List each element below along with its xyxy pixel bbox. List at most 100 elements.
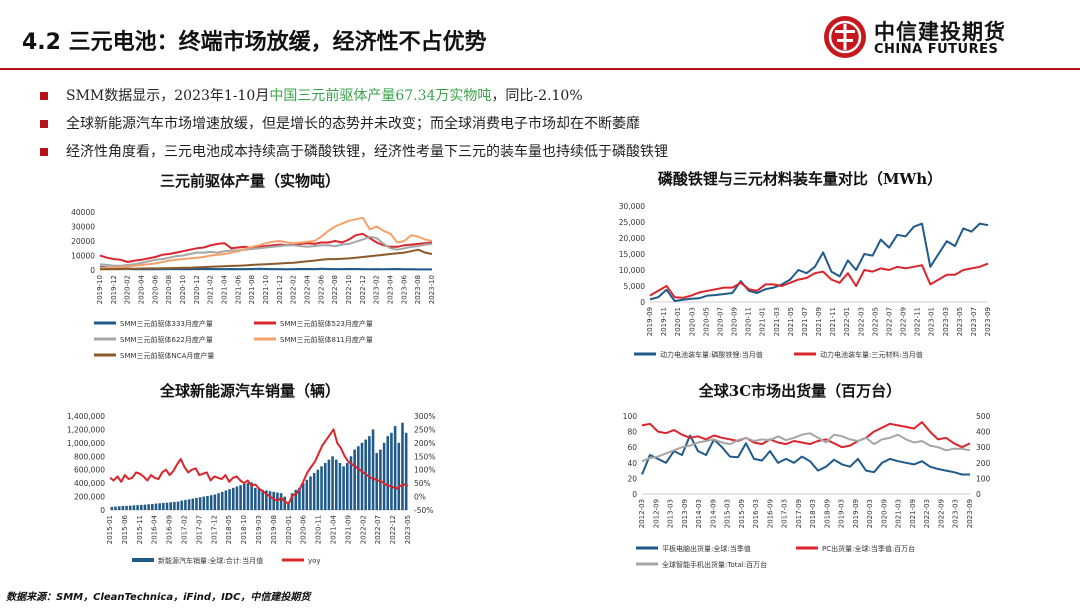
y2-tick-label: 150% [414,452,435,461]
x-tick-label: 2022-02 [359,515,367,544]
bar-mark [110,506,114,510]
bullet-list: SMM数据显示，2023年1-10月中国三元前驱体产量67.34万实物吨，同比-… [38,82,668,166]
x-tick-label: 2019-12 [110,275,118,304]
bar-mark [261,489,264,510]
x-tick-label: 2022-12 [389,515,397,544]
bar-mark [231,487,235,510]
bar-mark [147,504,150,510]
x-tick-label: 2021-04 [330,514,338,544]
x-tick-label: 2016-09 [166,515,174,544]
x-tick-label: 2023-02 [373,275,381,304]
bar-mark [187,499,191,510]
bar-mark [353,449,356,510]
y-tick-label: 400,000 [74,479,105,488]
x-tick-label: 2020-01 [285,515,293,544]
y-tick-label: 10,000 [619,266,645,275]
bar-mark [309,476,312,510]
series-line [99,235,433,267]
x-tick-label: 2019-11 [660,307,668,336]
x-tick-label: 2013-03 [667,499,675,528]
x-tick-label: 2021-09 [815,307,823,336]
x-tick-label: 2018-09 [823,499,831,528]
y-tick-label: 800,000 [74,452,105,461]
bar-mark [143,504,147,510]
x-tick-label: 2016-04 [151,514,159,544]
x-tick-label: 2020-03 [688,307,696,336]
chart-title: 磷酸铁锂与三元材料装车量对比（MWh） [658,170,942,188]
bar-mark [283,496,287,510]
bar-mark [305,479,309,510]
x-tick-label: 2022-02 [290,275,298,304]
x-tick-label: 2019-03 [838,499,846,528]
legend-label: PC出货量:全球:当季值:百万台 [822,544,915,553]
bar-mark [151,503,154,510]
bar-mark [379,449,382,510]
x-tick-label: 2023-04 [387,274,395,304]
y-tick-label: 60 [627,443,637,452]
y-tick-label: 0 [640,298,645,307]
x-tick-label: 2022-08 [331,275,339,304]
x-tick-label: 2023-05 [956,307,964,336]
bullet-highlight: 中国三元前驱体产量67.34万实物吨 [269,88,492,104]
x-tick-label: 2019-03 [255,515,263,544]
x-tick-label: 2020-04 [138,274,146,304]
bar-mark [121,505,125,510]
x-tick-label: 2015-03 [724,499,732,528]
y-tick-label: 5,000 [624,282,646,291]
x-tick-label: 2020-09 [880,499,888,528]
y-tick-label: 40 [627,459,637,468]
x-tick-label: 2015-01 [106,515,114,544]
x-tick-label: 2020-12 [193,275,201,304]
x-tick-label: 2021-03 [773,307,781,336]
bar-mark [301,483,305,510]
x-tick-label: 2023-03 [942,307,950,336]
bar-mark [202,496,206,510]
legend-label: 新能源汽车销量:全球:合计:当月值 [158,556,263,565]
bullet-text-end: ，同比-2.10% [491,88,583,104]
series-line [641,421,971,449]
x-tick-label: 2022-01 [843,307,851,336]
bar-mark [368,436,371,510]
x-tick-label: 2022-03 [923,499,931,528]
bar-mark [184,499,187,510]
company-logo: 中信建投期货 CHINA FUTURES [822,14,1062,62]
x-tick-label: 2020-05 [702,307,710,336]
bar-mark [323,463,327,510]
x-tick-label: 2017-12 [210,515,218,544]
bar-mark [393,426,397,510]
bar-mark [346,463,349,510]
bar-mark [342,466,345,510]
y2-tick-label: 100% [414,466,435,475]
bar-mark [209,495,213,510]
chart-title: 全球3C市场出货量（百万台） [698,382,901,400]
x-tick-label: 2019-09 [852,499,860,528]
y2-tick-label: 250% [414,425,435,434]
bar-mark [239,485,242,510]
y2-tick-label: 50% [414,479,431,488]
bar-mark [162,502,165,510]
y2-tick-label: 200% [414,439,435,448]
series-line [641,434,970,476]
y2-tick-label: 100 [976,474,991,483]
bar-mark [213,494,217,510]
bar-mark [250,482,253,510]
legend-label: 平板电脑出货量:全球:当季值 [662,544,751,553]
x-tick-label: 2021-09 [909,499,917,528]
y-tick-label: 40000 [71,208,95,217]
series-line [99,216,433,269]
bar-mark [386,436,390,510]
bar-mark [334,459,338,510]
x-tick-label: 2022-11 [914,307,922,336]
bar-mark [128,505,132,510]
x-tick-label: 2020-06 [151,274,159,304]
bullet-text: 经济性角度看，三元电池成本持续高于磷酸铁锂，经济性考量下三元的装车量也持续低于磷… [66,144,668,160]
legend-label: SMM三元前驱体NCA月度产量 [120,351,214,360]
x-tick-label: 2021-07 [801,307,809,336]
y-tick-label: 1,200,000 [67,425,105,434]
bullet-item: 全球新能源汽车市场增速放缓，但是增长的态势并未改变；而全球消费电子市场却在不断萎… [38,110,668,138]
x-tick-label: 2018-10 [240,515,248,544]
y2-tick-label: 500 [976,412,991,421]
legend-label: yoy [308,557,321,565]
x-tick-label: 2020-11 [315,515,323,544]
bar-mark [401,422,404,510]
